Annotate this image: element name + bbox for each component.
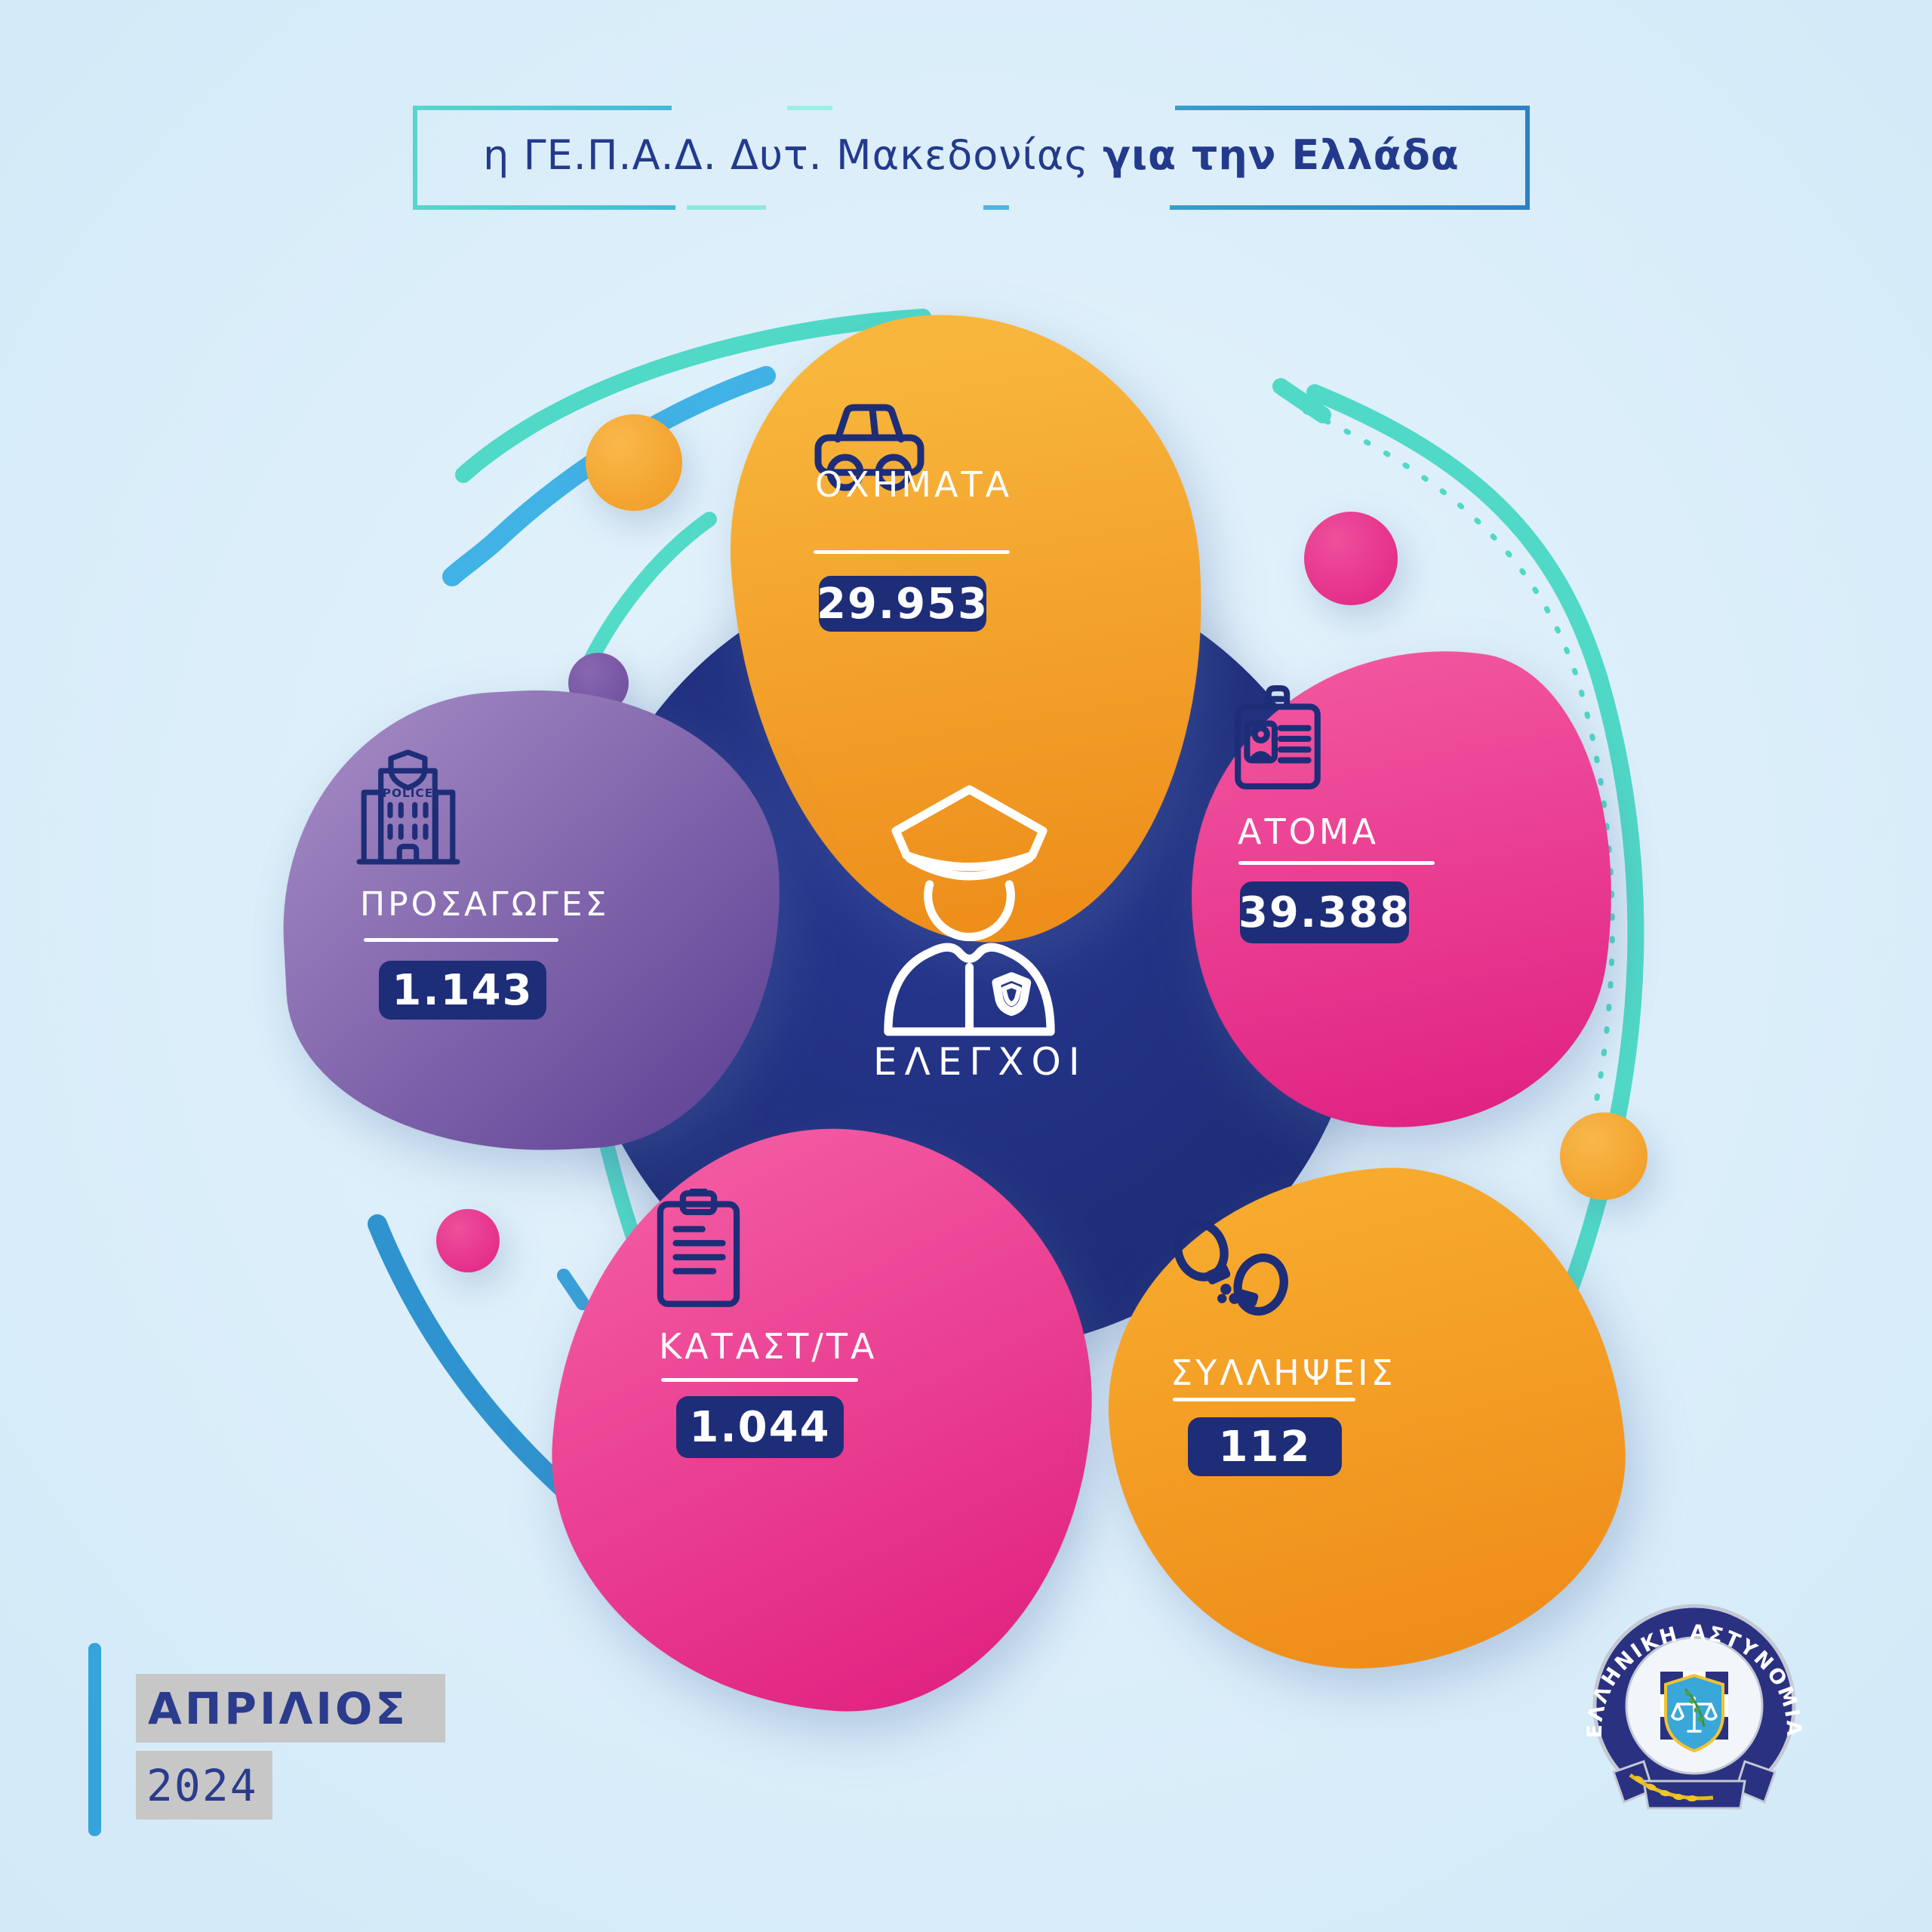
police-sign-label: POLICE (383, 786, 434, 800)
stat-label: ΑΤΟΜΑ (1238, 811, 1379, 852)
frame-top-segment (413, 106, 672, 110)
stat-value: 112 (1188, 1417, 1342, 1476)
pink-dot (436, 1209, 500, 1272)
stat-label: ΣΥΛΛΗΨΕΙΣ (1171, 1352, 1396, 1393)
frame-bottom-segment (1170, 205, 1530, 210)
logo-ribbon (1612, 1760, 1777, 1810)
stat-arrests: ΣΥΛΛΗΨΕΙΣ 112 (1092, 1152, 1640, 1685)
stat-underline (1238, 861, 1435, 865)
period-accent-bar (88, 1643, 101, 1836)
title-banner: η ΓΕ.Π.Α.Δ. Δυτ. Μακεδονίας για την Ελλά… (413, 106, 1530, 210)
stat-underline (1173, 1398, 1355, 1401)
stat-vehicles: ΟΧΗΜΑΤΑ 29.953 (714, 297, 1226, 959)
page-title: η ΓΕ.Π.Α.Δ. Δυτ. Μακεδονίας για την Ελλά… (413, 131, 1530, 179)
stat-establishments: ΚΑΤΑΣΤ/ΤΑ 1.044 (535, 1110, 1110, 1727)
hellenic-police-logo: ΕΛΛΗΝΙΚΗ ΑΣΤΥΝΟΜΙΑ (1583, 1604, 1803, 1810)
logo-olive-branch (1684, 1687, 1706, 1727)
stat-value: 1.044 (676, 1396, 844, 1458)
stat-detentions: POLICE ΠΡΟΣΑΓΩΓΕΣ 1.143 (271, 678, 793, 1164)
stat-value: 29.953 (817, 576, 987, 632)
frame-top-segment (1175, 106, 1530, 110)
center-label: ΕΛΕΓΧΟΙ (873, 1040, 1088, 1084)
frame-top-dash (787, 106, 832, 110)
stat-value: 39.388 (1238, 881, 1409, 943)
stat-label: ΟΧΗΜΑΤΑ (815, 464, 1013, 505)
frame-bottom-dash (983, 205, 1009, 210)
police-station-icon: POLICE (356, 749, 460, 865)
period-year-box: 2024 (136, 1751, 272, 1820)
title-bold: για την Ελλάδα (1103, 131, 1460, 179)
handcuffs-icon (1174, 1219, 1288, 1316)
police-officer-icon (884, 785, 1055, 1036)
stat-underline (814, 550, 1010, 554)
frame-right-border (1525, 106, 1530, 210)
title-regular: η ΓΕ.Π.Α.Δ. Δυτ. Μακεδονίας (483, 131, 1103, 179)
stat-underline (661, 1378, 858, 1382)
stat-label: ΠΡΟΣΑΓΩΓΕΣ (360, 885, 610, 924)
frame-bottom-dash (687, 205, 766, 210)
orange-dot (586, 414, 682, 511)
period-year: 2024 (146, 1759, 258, 1811)
stat-value: 1.143 (379, 961, 546, 1020)
period-month: ΑΠΡΙΛΙΟΣ (148, 1682, 408, 1734)
stat-persons: ΑΤΟΜΑ 39.388 (1161, 618, 1647, 1155)
stat-label: ΚΑΤΑΣΤ/ΤΑ (659, 1326, 878, 1367)
period-month-box: ΑΠΡΙΛΙΟΣ (136, 1674, 445, 1743)
logo-laurel (1629, 1773, 1714, 1801)
frame-left-border (413, 106, 417, 210)
stat-underline (364, 938, 558, 942)
id-card-icon (1235, 685, 1321, 789)
car-icon (814, 404, 924, 491)
logo-scales (1671, 1697, 1718, 1733)
frame-bottom-segment (413, 205, 675, 210)
orange-dot (1560, 1112, 1647, 1200)
clipboard-icon (657, 1189, 740, 1307)
pink-dot (1304, 512, 1398, 605)
